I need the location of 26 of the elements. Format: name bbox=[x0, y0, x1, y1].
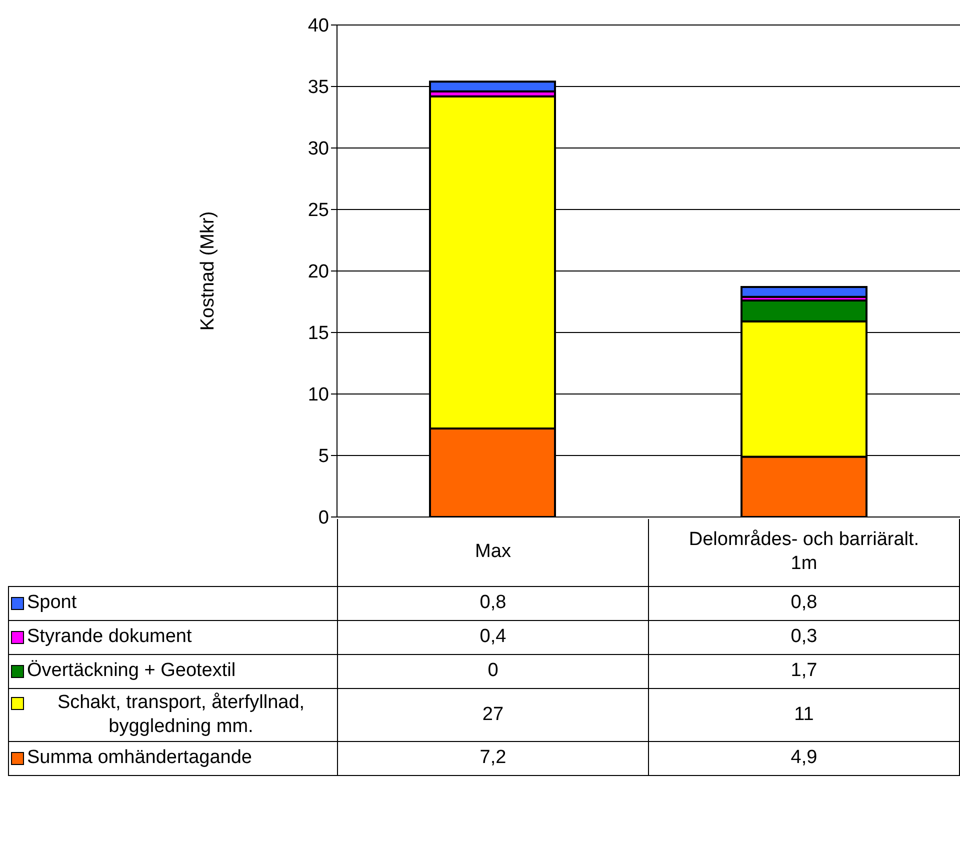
y-tick-label: 10 bbox=[308, 384, 329, 406]
data-label: 0,3 bbox=[648, 620, 960, 654]
y-axis-title: Kostnad (Mkr) bbox=[198, 211, 219, 331]
data-label: 0,4 bbox=[338, 620, 648, 654]
legend-label: Schakt, transport, återfyllnad, byggledning mm. bbox=[56, 690, 306, 738]
x-tick-label: Delområdes- och barriäralt. 1m bbox=[648, 519, 960, 586]
data-label: 11 bbox=[648, 688, 960, 741]
y-tick-label: 20 bbox=[308, 262, 329, 283]
legend-label: Övertäckning + Geotextil bbox=[27, 659, 237, 683]
x-tick-label: Max bbox=[338, 519, 648, 586]
data-label: 7,2 bbox=[338, 741, 648, 775]
data-label: 4,9 bbox=[648, 741, 960, 775]
data-label: 27 bbox=[338, 688, 648, 741]
legend-label: Summa omhändertagande bbox=[27, 746, 253, 770]
data-label: 0,8 bbox=[648, 586, 960, 620]
y-tick-label: 30 bbox=[308, 138, 329, 160]
y-tick-label: 25 bbox=[308, 200, 329, 222]
legend-label: Spont bbox=[27, 591, 78, 615]
y-tick-label: 0 bbox=[318, 508, 329, 529]
data-label: 1,7 bbox=[648, 654, 960, 688]
y-tick-label: 15 bbox=[308, 323, 329, 344]
data-label: 0,8 bbox=[338, 586, 648, 620]
y-tick-label: 5 bbox=[318, 446, 329, 468]
y-tick-label: 35 bbox=[308, 77, 329, 98]
legend-label: Styrande dokument bbox=[27, 625, 193, 649]
y-tick-label: 40 bbox=[308, 16, 329, 37]
